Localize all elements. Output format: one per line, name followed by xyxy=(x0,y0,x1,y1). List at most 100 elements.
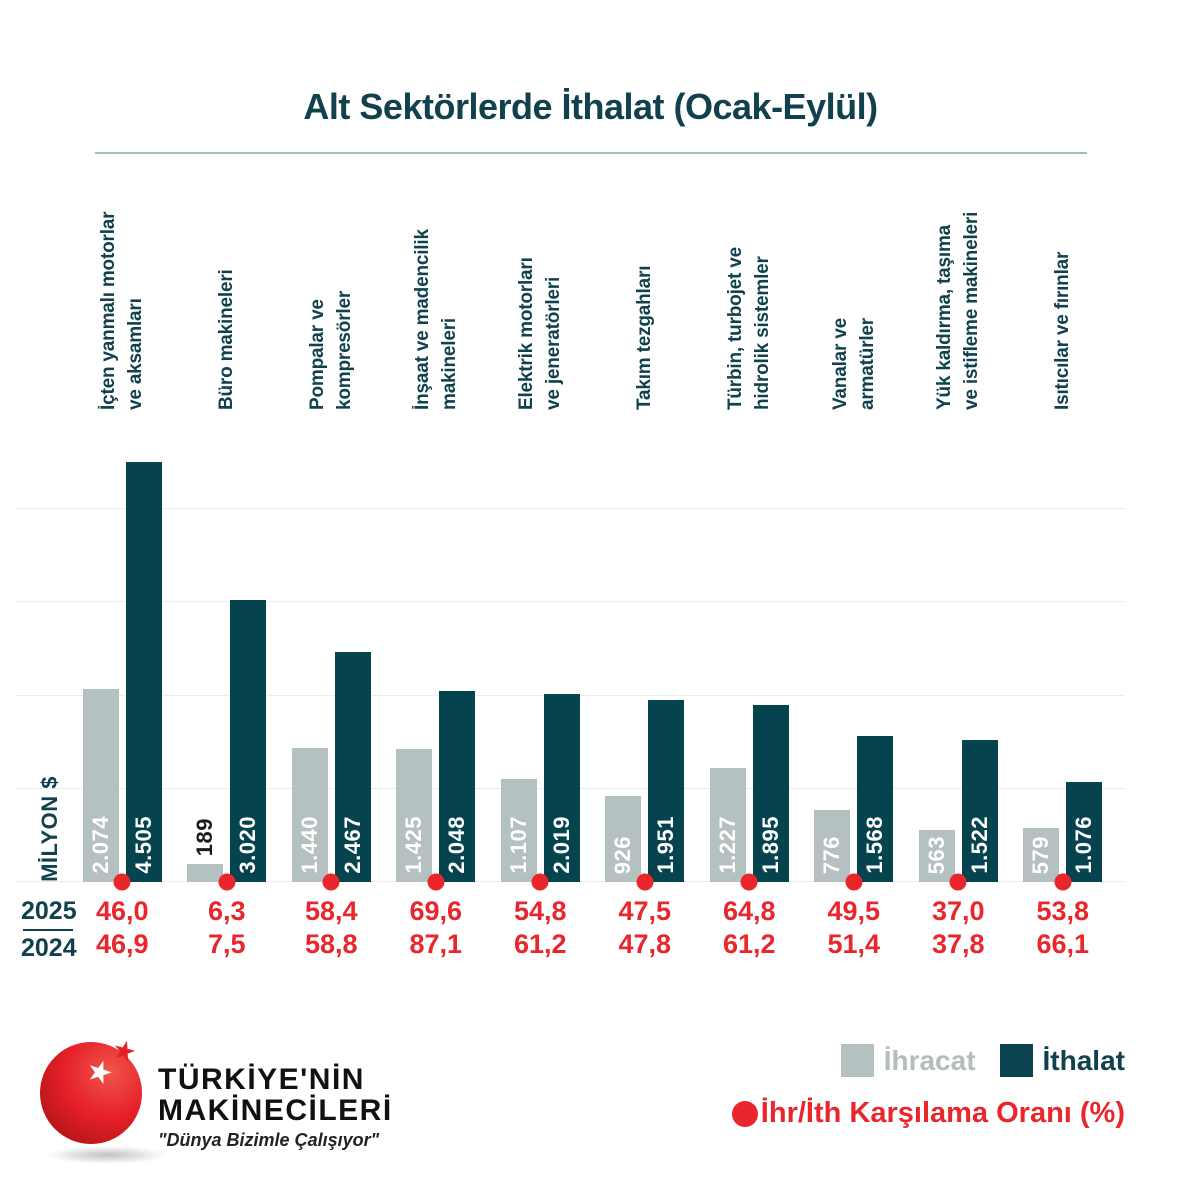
bar-ithalat: 1.951 xyxy=(648,700,685,882)
ratio-value-2025: 58,4 xyxy=(304,896,358,926)
bar-pair: 579 1.076 xyxy=(1011,462,1116,891)
bar-ithalat: 2.048 xyxy=(439,691,476,882)
ratio-dot-icon xyxy=(427,873,445,891)
category-group: Vanalar ve armatürler 776 1.568 49,5 51,4 xyxy=(802,188,907,960)
ithalat-swatch xyxy=(999,1044,1033,1077)
ratio-value-2025: 49,5 xyxy=(827,896,881,926)
bar-value-label: 1.951 xyxy=(653,816,679,874)
bar-ihracat: 926 xyxy=(605,795,642,882)
bar-pair: 563 1.522 xyxy=(906,462,1011,891)
logo-title-line2: MAKİNECİLERİ xyxy=(158,1094,393,1127)
bar-pair: 776 1.568 xyxy=(802,462,907,891)
legend-ratio-label: İhr/İth Karşılama Oranı (%) xyxy=(760,1097,1125,1129)
ratio-dot-icon xyxy=(740,873,758,891)
logo-red-circle xyxy=(40,1042,142,1144)
category-label: Yük kaldırma, taşıma ve istifleme makine… xyxy=(934,211,983,410)
bar-ithalat: 4.505 xyxy=(125,462,162,882)
category-group: Pompalar ve kompresörler 1.440 2.467 58,4 58… xyxy=(279,188,384,960)
bar-pair: 1.425 2.048 xyxy=(384,462,489,891)
bar-value-label: 1.425 xyxy=(401,816,427,874)
category-label: Pompalar ve kompresörler xyxy=(307,290,356,410)
footer: ★ ★ TÜRKİYE'NİN MAKİNECİLERİ "Dünya Bizi… xyxy=(40,1033,1125,1164)
bar-value-label: 1.568 xyxy=(862,816,888,874)
bar-value-label: 776 xyxy=(819,835,845,874)
legend: İhracat İthalat İhr/İth Karşılama Oranı … xyxy=(731,1042,1125,1130)
bar-pair: 2.074 4.505 xyxy=(70,462,175,891)
bar-ihracat: 563 xyxy=(918,829,955,882)
year-2024-label: 2024 xyxy=(21,934,77,962)
bar-ihracat: 1.440 xyxy=(291,747,328,882)
ratio-dot-icon xyxy=(731,1100,758,1127)
bar-ithalat: 3.020 xyxy=(230,600,267,882)
chart-area: İçten yanmalı motorlar ve aksamları 2.074… xyxy=(15,188,1125,962)
ratio-dot-icon xyxy=(949,873,967,891)
ratio-dot-icon xyxy=(636,873,654,891)
logo-mark: ★ ★ xyxy=(40,1033,168,1164)
bar-pair: 189 3.020 xyxy=(175,462,280,891)
bar-pair: 1.227 1.895 xyxy=(697,462,802,891)
bar-ihracat: 579 xyxy=(1023,828,1060,882)
gridline xyxy=(15,508,1125,510)
category-group: Türbin, turbojet ve hidrolik sistemler 1.… xyxy=(697,188,802,960)
ratio-value-2025: 69,6 xyxy=(409,896,463,926)
category-label: Türbin, turbojet ve hidrolik sistemler xyxy=(725,247,774,410)
bar-ihracat: 1.425 xyxy=(396,749,433,882)
bar-columns: İçten yanmalı motorlar ve aksamları 2.074… xyxy=(15,188,1125,960)
logo-title-line1: TÜRKİYE'NİN xyxy=(158,1063,365,1096)
ihracat-swatch xyxy=(840,1044,874,1077)
category-group: Elektrik motorları ve jeneratörleri 1.107… xyxy=(488,188,593,960)
ratio-dot-icon xyxy=(845,873,863,891)
bar-ithalat: 1.895 xyxy=(752,705,789,882)
bar-value-label: 2.467 xyxy=(339,816,365,874)
legend-ratio-row: İhr/İth Karşılama Oranı (%) xyxy=(731,1097,1125,1130)
bar-value-label: 2.019 xyxy=(548,816,574,874)
category-label: Büro makineleri xyxy=(216,269,238,410)
bar-value-label: 926 xyxy=(610,835,636,874)
category-label: Isıtıcılar ve fırınlar xyxy=(1052,251,1074,410)
title-divider xyxy=(94,152,1087,154)
year-2025-label: 2025 xyxy=(21,897,77,925)
bar-value-label: 4.505 xyxy=(130,816,156,874)
ratio-value-2025: 6,3 xyxy=(207,896,246,926)
category-group: Yük kaldırma, taşıma ve istifleme makine… xyxy=(906,188,1011,960)
ratio-value-2024: 87,1 xyxy=(409,929,463,959)
turkiyenin-makinecileri-logo: ★ ★ TÜRKİYE'NİN MAKİNECİLERİ "Dünya Bizi… xyxy=(40,1033,393,1164)
ratio-value-2024: 51,4 xyxy=(827,929,881,959)
bar-ithalat: 2.467 xyxy=(334,652,371,882)
logo-shadow xyxy=(46,1146,168,1164)
bar-value-label: 1.522 xyxy=(966,816,992,874)
ratio-value-2025: 46,0 xyxy=(95,896,149,926)
ratio-value-2024: 61,2 xyxy=(513,929,567,959)
legend-ihracat-label: İhracat xyxy=(883,1044,976,1076)
bar-value-label: 1.440 xyxy=(296,816,322,874)
ratio-year-labels: 2025 2024 xyxy=(21,896,77,964)
year-divider xyxy=(23,929,73,931)
logo-text: TÜRKİYE'NİN MAKİNECİLERİ "Dünya Bizimle … xyxy=(158,1042,393,1151)
ratio-value-2024: 46,9 xyxy=(95,929,149,959)
chart-title: Alt Sektörlerde İthalat (Ocak-Eylül) xyxy=(303,86,878,127)
ratio-dot-icon xyxy=(113,873,131,891)
category-group: İçten yanmalı motorlar ve aksamları 2.074… xyxy=(70,188,175,960)
bar-ithalat: 1.522 xyxy=(961,740,998,882)
category-label: Elektrik motorları ve jeneratörleri xyxy=(516,257,565,410)
bar-value-label: 1.107 xyxy=(505,816,531,874)
ratio-value-2024: 47,8 xyxy=(618,929,672,959)
category-label: Takım tezgahları xyxy=(634,265,656,410)
ratio-value-2024: 61,2 xyxy=(722,929,776,959)
ratio-dot-icon xyxy=(1054,873,1072,891)
bar-value-label: 1.227 xyxy=(714,816,740,874)
bar-ihracat: 2.074 xyxy=(82,688,119,882)
bar-pair: 1.107 2.019 xyxy=(488,462,593,891)
ratio-value-2025: 64,8 xyxy=(722,896,776,926)
ratio-value-2025: 53,8 xyxy=(1036,896,1090,926)
ratio-value-2024: 37,8 xyxy=(931,929,985,959)
ratio-value-2025: 47,5 xyxy=(618,896,672,926)
category-group: Takım tezgahları 926 1.951 47,5 47,8 xyxy=(593,188,698,960)
red-star-icon: ★ xyxy=(108,1033,140,1069)
ratio-value-2025: 54,8 xyxy=(513,896,567,926)
bar-value-label: 563 xyxy=(923,835,949,874)
bar-value-label: 3.020 xyxy=(235,816,261,874)
category-group: Büro makineleri 189 3.020 6,3 7,5 xyxy=(175,188,280,960)
gridline xyxy=(15,601,1125,603)
